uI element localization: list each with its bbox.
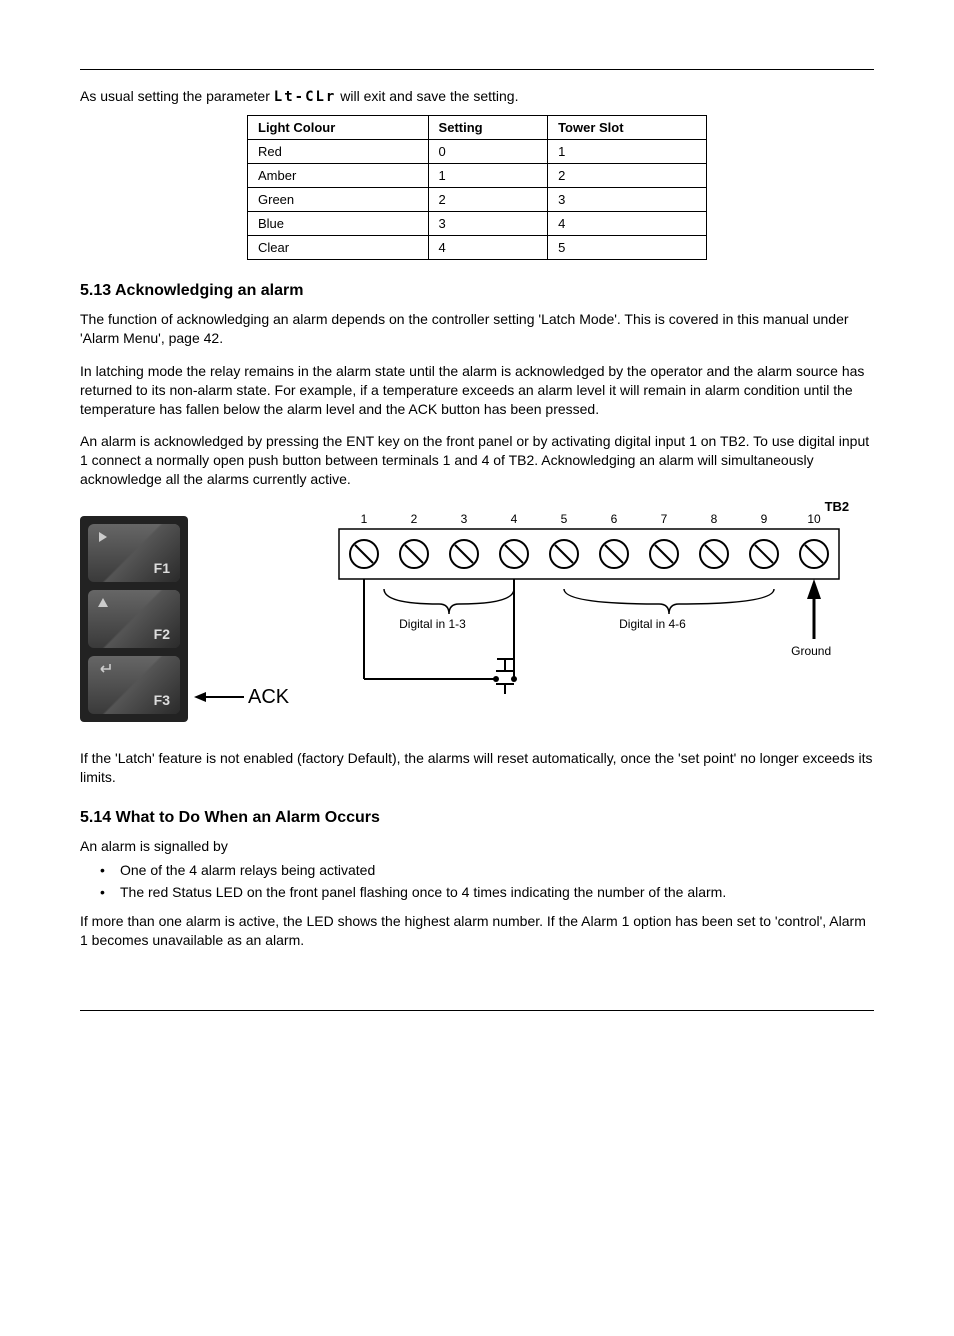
table-row: Amber 1 2 (248, 164, 707, 188)
cell-setting: 0 (428, 140, 548, 164)
key-f3-button[interactable]: F3 (88, 656, 180, 714)
digital-in-4-6-label: Digital in 4-6 (619, 617, 686, 631)
key-f2-button[interactable]: F2 (88, 590, 180, 648)
svg-text:7: 7 (661, 512, 668, 526)
ground-label: Ground (791, 644, 831, 658)
color-table: Light Colour Setting Tower Slot Red 0 1 … (247, 115, 707, 260)
up-triangle-icon (96, 596, 110, 613)
sec2-intro: An alarm is signalled by (80, 837, 874, 856)
section-heading-ack: 5.13 Acknowledging an alarm (80, 282, 874, 300)
bullet-item: • One of the 4 alarm relays being activa… (80, 862, 874, 878)
cell-setting: 2 (428, 188, 548, 212)
page-header-rule (80, 40, 874, 70)
section-heading-what-to-do: 5.14 What to Do When an Alarm Occurs (80, 809, 874, 827)
segment-code-display: Lt-CLr (274, 89, 337, 105)
svg-text:4: 4 (511, 512, 518, 526)
table-header-row: Light Colour Setting Tower Slot (248, 116, 707, 140)
key-f2-label: F2 (154, 626, 170, 642)
table-row: Green 2 3 (248, 188, 707, 212)
ack-arrow (188, 687, 248, 707)
key-f1-label: F1 (154, 560, 170, 576)
intro-text-pre: As usual setting the parameter (80, 88, 274, 104)
ack-label: ACK (248, 686, 289, 709)
enter-arrow-icon (96, 662, 112, 679)
bullet-text: One of the 4 alarm relays being activate… (120, 862, 874, 878)
sec2-p2: If more than one alarm is active, the LE… (80, 912, 874, 950)
sec1-p4: If the 'Latch' feature is not enabled (f… (80, 749, 874, 787)
cell-slot: 1 (548, 140, 707, 164)
table-row: Clear 4 5 (248, 236, 707, 260)
intro-text-post: will exit and save the setting. (340, 88, 518, 104)
bullet-item: • The red Status LED on the front panel … (80, 884, 874, 900)
color-table-container: Light Colour Setting Tower Slot Red 0 1 … (80, 115, 874, 260)
sec1-p3: An alarm is acknowledged by pressing the… (80, 432, 874, 489)
cell-setting: 4 (428, 236, 548, 260)
cell-slot: 3 (548, 188, 707, 212)
cell-colour: Blue (248, 212, 429, 236)
cell-slot: 5 (548, 236, 707, 260)
key-f1-button[interactable]: F1 (88, 524, 180, 582)
cell-setting: 1 (428, 164, 548, 188)
cell-colour: Clear (248, 236, 429, 260)
key-f3-label: F3 (154, 692, 170, 708)
page-footer-rule (80, 1010, 874, 1011)
keypad: F1 F2 F3 (80, 516, 188, 722)
table-row: Blue 3 4 (248, 212, 707, 236)
svg-text:9: 9 (761, 512, 768, 526)
svg-text:1: 1 (361, 512, 368, 526)
svg-text:3: 3 (461, 512, 468, 526)
svg-text:5: 5 (561, 512, 568, 526)
tb2-label: TB2 (825, 499, 850, 514)
svg-text:10: 10 (807, 512, 821, 526)
play-icon (96, 530, 110, 547)
figure-row: F1 F2 F3 ACK (80, 509, 874, 729)
svg-text:6: 6 (611, 512, 618, 526)
bullet-text: The red Status LED on the front panel fl… (120, 884, 874, 900)
cell-colour: Green (248, 188, 429, 212)
svg-text:2: 2 (411, 512, 418, 526)
cell-colour: Amber (248, 164, 429, 188)
bullet-dot-icon: • (100, 884, 120, 900)
intro-paragraph: As usual setting the parameter Lt-CLr wi… (80, 88, 874, 105)
cell-colour: Red (248, 140, 429, 164)
sec1-p2: In latching mode the relay remains in th… (80, 362, 874, 419)
table-row: Red 0 1 (248, 140, 707, 164)
bullet-dot-icon: • (100, 862, 120, 878)
digital-in-1-3-label: Digital in 1-3 (399, 617, 466, 631)
terminal-block-diagram: 1 2 3 4 5 6 7 8 9 10 (329, 509, 849, 729)
col-header-slot: Tower Slot (548, 116, 707, 140)
col-header-colour: Light Colour (248, 116, 429, 140)
svg-text:8: 8 (711, 512, 718, 526)
cell-slot: 2 (548, 164, 707, 188)
cell-slot: 4 (548, 212, 707, 236)
cell-setting: 3 (428, 212, 548, 236)
sec1-p1: The function of acknowledging an alarm d… (80, 310, 874, 348)
col-header-setting: Setting (428, 116, 548, 140)
